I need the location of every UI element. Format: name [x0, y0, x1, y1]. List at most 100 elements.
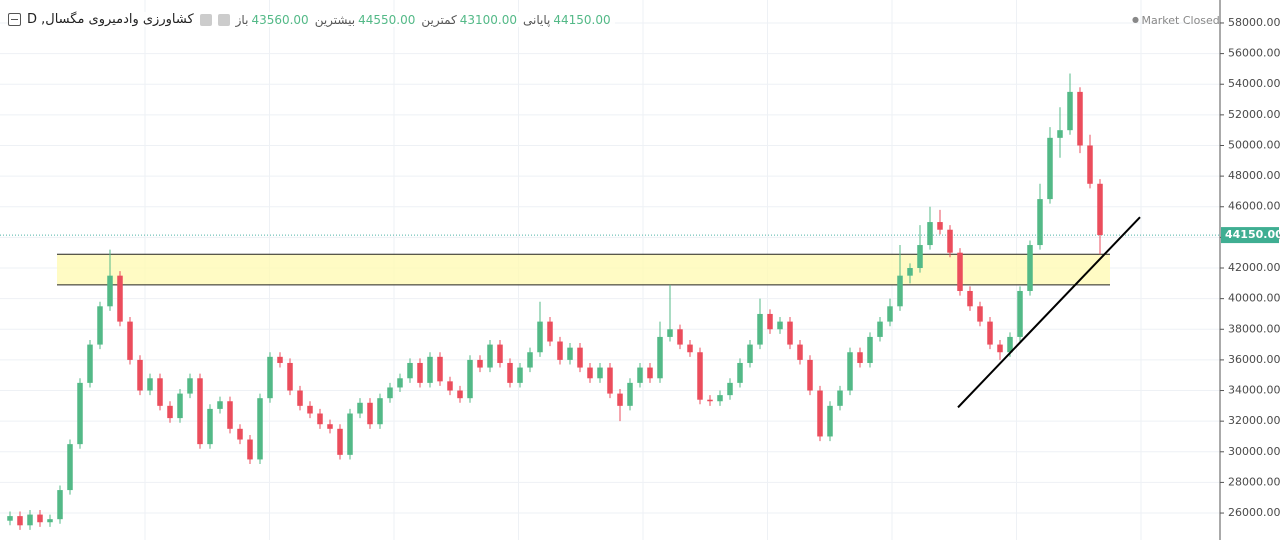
candle-body [877, 321, 883, 337]
candle-body [167, 405, 173, 419]
candle-body [1037, 199, 1043, 246]
y-tick-label: 32000.00 [1228, 414, 1280, 427]
candle-body [1057, 130, 1063, 138]
y-tick-label: 46000.00 [1228, 200, 1280, 213]
candle-body [127, 321, 133, 360]
candle-body [307, 405, 313, 414]
ohlc-item: کمترین 43100.00 [421, 13, 517, 27]
candle-body [777, 321, 783, 330]
candle-body [317, 413, 323, 425]
candle-body [237, 428, 243, 440]
candle-body [7, 516, 13, 521]
y-tick-label: 36000.00 [1228, 353, 1280, 366]
candle-body [27, 514, 33, 526]
ohlc-value: 43560.00 [251, 12, 309, 27]
candle-body [197, 378, 203, 445]
y-tick-label: 54000.00 [1228, 77, 1280, 90]
candle-body [467, 359, 473, 399]
candle-body [657, 336, 663, 379]
candle-body [867, 336, 873, 363]
candle-body [347, 413, 353, 455]
candle-body [947, 229, 953, 253]
candle-body [257, 398, 263, 460]
candle-body [717, 395, 723, 402]
candle-body [527, 352, 533, 368]
candle-body [1047, 137, 1053, 200]
candle-body [247, 439, 253, 460]
candle-body [597, 367, 603, 379]
candle-body [157, 378, 163, 406]
candle-body [1087, 145, 1093, 184]
candle-body [207, 408, 213, 445]
y-tick-label: 48000.00 [1228, 169, 1280, 182]
candle-body [367, 402, 373, 425]
ohlc-label: کمترین [421, 12, 457, 27]
symbol-title: کشاورزی وادمیروی مگسال, D [27, 12, 194, 27]
candle-body [917, 245, 923, 269]
candle-body [487, 344, 493, 368]
candle-body [97, 306, 103, 345]
candle-body [537, 321, 543, 353]
candle-body [517, 367, 523, 383]
candle-body [497, 344, 503, 363]
candle-body [977, 306, 983, 322]
candle-body [687, 344, 693, 353]
market-status: Market Closed [1132, 14, 1220, 27]
y-tick-label: 42000.00 [1228, 261, 1280, 274]
ohlc-value: 44150.00 [553, 12, 611, 27]
candle-body [627, 382, 633, 406]
candle-body [987, 321, 993, 345]
collapse-button[interactable] [8, 13, 21, 26]
candle-body [67, 444, 73, 491]
candle-body [617, 393, 623, 406]
settings-icon[interactable] [199, 13, 212, 26]
y-tick-label: 28000.00 [1228, 475, 1280, 488]
ohlc-label: پایانی [523, 12, 551, 27]
candle-body [17, 516, 23, 526]
candle-body [577, 347, 583, 368]
candle-body [137, 359, 143, 391]
y-tick-label: 56000.00 [1228, 47, 1280, 60]
candle-body [677, 329, 683, 345]
candle-body [1017, 290, 1023, 337]
candle-body [47, 519, 53, 523]
candle-body [647, 367, 653, 379]
candle-body [397, 378, 403, 388]
candle-body [567, 347, 573, 360]
candle-body [297, 390, 303, 406]
candle-body [1027, 245, 1033, 291]
candle-body [727, 382, 733, 396]
candle-body [117, 275, 123, 322]
ohlc-item: بیشترین 44550.00 [315, 13, 416, 27]
candle-body [817, 390, 823, 437]
candle-body [377, 398, 383, 425]
trendline [957, 216, 1141, 409]
y-tick-label: 34000.00 [1228, 384, 1280, 397]
candle-body [847, 352, 853, 391]
candle-body [407, 362, 413, 379]
candle-body [227, 401, 233, 429]
candle-body [827, 405, 833, 437]
ohlc-label: باز [235, 12, 249, 27]
candle-body [937, 222, 943, 230]
y-tick-label: 38000.00 [1228, 322, 1280, 335]
candle-body [77, 382, 83, 445]
candle-body [147, 378, 153, 391]
format-icon[interactable] [217, 13, 230, 26]
candle-body [187, 378, 193, 394]
candle-body [427, 356, 433, 383]
candle-body [337, 428, 343, 455]
y-tick-label: 52000.00 [1228, 108, 1280, 121]
candle-body [357, 402, 363, 414]
y-tick-label: 30000.00 [1228, 445, 1280, 458]
ohlc-item: باز 43560.00 [236, 13, 309, 27]
candle-body [737, 362, 743, 383]
candle-body [37, 514, 43, 523]
candle-body [807, 359, 813, 391]
last-price-label: 44150.00 [1225, 228, 1280, 241]
candle-body [767, 313, 773, 330]
candle-body [107, 275, 113, 307]
candle-body [87, 344, 93, 383]
candle-body [787, 321, 793, 345]
